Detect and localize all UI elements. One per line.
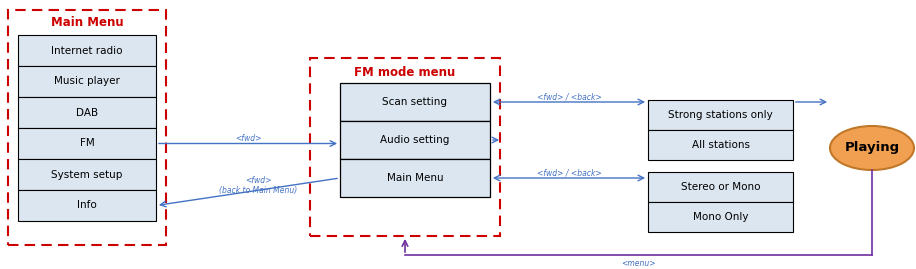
Text: <fwd>
(back to Main Menu): <fwd> (back to Main Menu) [219, 176, 297, 196]
Bar [18, 159, 156, 190]
Ellipse shape [830, 126, 914, 170]
Bar [18, 128, 156, 159]
Text: Internet radio: Internet radio [51, 45, 123, 55]
Text: <fwd> / <back>: <fwd> / <back> [537, 93, 602, 101]
Text: Info: Info [77, 200, 97, 211]
Text: Stereo or Mono: Stereo or Mono [681, 182, 760, 192]
Text: Main Menu: Main Menu [387, 173, 443, 183]
Text: Strong stations only: Strong stations only [668, 110, 773, 120]
Text: FM: FM [80, 139, 94, 148]
Text: <menu>: <menu> [621, 259, 656, 267]
Text: <fwd> / <back>: <fwd> / <back> [537, 168, 602, 178]
Text: Audio setting: Audio setting [380, 135, 450, 145]
Bar [340, 159, 490, 197]
Text: All stations: All stations [692, 140, 749, 150]
Text: Main Menu: Main Menu [50, 16, 124, 29]
Text: DAB: DAB [76, 108, 98, 118]
Bar [648, 202, 793, 232]
Bar [648, 100, 793, 130]
Bar [18, 97, 156, 128]
Text: Scan setting: Scan setting [383, 97, 448, 107]
Bar [18, 35, 156, 66]
Text: FM mode menu: FM mode menu [354, 66, 455, 80]
Bar [648, 130, 793, 160]
Text: Playing: Playing [845, 141, 900, 154]
Bar [648, 172, 793, 202]
Text: Mono Only: Mono Only [692, 212, 748, 222]
Bar [18, 190, 156, 221]
Text: System setup: System setup [51, 169, 123, 179]
Bar [340, 121, 490, 159]
Bar [18, 66, 156, 97]
Bar [340, 83, 490, 121]
Text: Music player: Music player [54, 76, 120, 87]
Text: <fwd>: <fwd> [234, 134, 261, 143]
Bar [8, 10, 166, 245]
Bar [310, 58, 500, 236]
